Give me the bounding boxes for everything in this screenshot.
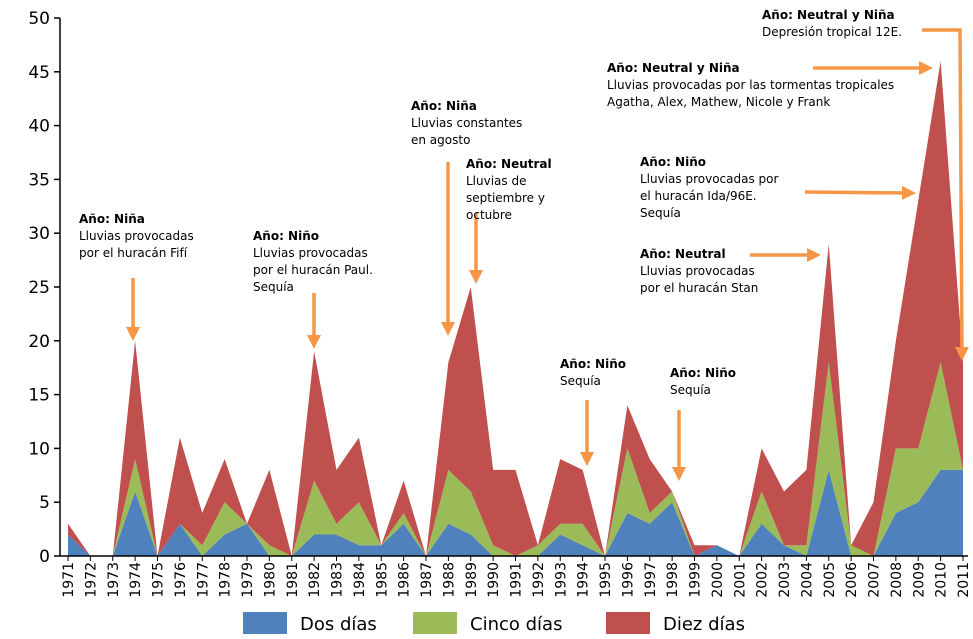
x-tick-label: 2001	[732, 562, 748, 598]
x-tick-label: 1993	[553, 562, 569, 598]
y-tick-label: 50	[28, 9, 50, 29]
annotation-text: Sequía	[253, 280, 294, 294]
legend-swatch	[606, 612, 650, 634]
x-tick-label: 1979	[240, 562, 256, 598]
x-tick-label: 1974	[128, 562, 144, 598]
annotation-title: Año: Niño	[640, 155, 706, 169]
legend-label: Cinco días	[470, 614, 562, 635]
x-tick-label: 1986	[397, 562, 413, 598]
annotation-text: Lluvias constantes	[411, 116, 522, 130]
y-tick-label: 10	[28, 439, 50, 459]
y-tick-label: 20	[28, 332, 50, 352]
y-tick-label: 45	[28, 63, 50, 83]
x-tick-label: 1989	[464, 562, 480, 598]
arrows	[126, 28, 969, 481]
legend-swatch	[413, 612, 457, 634]
x-tick-label: 1999	[688, 562, 704, 598]
annotation-title: Año: Niño	[670, 366, 736, 380]
x-tick-label: 1991	[509, 562, 525, 598]
legend-swatch	[243, 612, 287, 634]
legend-label: Diez días	[663, 614, 745, 635]
y-tick-label: 40	[28, 117, 50, 137]
x-tick-label: 1995	[598, 562, 614, 598]
x-tick-label: 2006	[844, 562, 860, 598]
annotation-title: Año: Niña	[79, 212, 145, 226]
annotation-title: Año: Neutral	[466, 157, 552, 171]
x-tick-label: 1990	[486, 562, 502, 598]
x-tick-label: 1981	[285, 562, 301, 598]
annotation-text: Lluvias provocadas	[640, 264, 755, 278]
x-tick-label: 1984	[352, 562, 368, 598]
x-tick-label: 1992	[531, 562, 547, 598]
x-tick-label: 1998	[665, 562, 681, 598]
x-tick-label: 1997	[643, 562, 659, 598]
annotation-text: Agatha, Alex, Mathew, Nicole y Frank	[607, 95, 830, 109]
x-tick-label: 2011	[956, 562, 972, 598]
x-tick-label: 2000	[710, 562, 726, 598]
annotation-text: octubre	[466, 208, 512, 222]
area	[68, 61, 963, 556]
annotation-title: Año: Neutral y Niña	[607, 61, 740, 75]
x-tick-label: 1988	[441, 562, 457, 598]
y-tick-label: 15	[28, 386, 50, 406]
annotation-text: Lluvias de	[466, 174, 526, 188]
x-tick-label: 2002	[755, 562, 771, 598]
annotation-text: en agosto	[411, 133, 470, 147]
annotation-text: Sequía	[640, 206, 681, 220]
x-tick-label: 1978	[218, 562, 234, 598]
x-tick-label: 1975	[151, 562, 167, 598]
x-tick-label: 1994	[576, 562, 592, 598]
x-tick-label: 1973	[106, 562, 122, 598]
annotation-text: Lluvias provocadas	[253, 246, 368, 260]
annotation-title: Año: Neutral y Niña	[762, 8, 895, 22]
x-tick-label: 2008	[889, 562, 905, 598]
x-tick-label: 2007	[867, 562, 883, 598]
y-tick-label: 35	[28, 170, 50, 190]
x-tick-label: 1982	[307, 562, 323, 598]
x-tick-label: 1971	[61, 562, 77, 598]
x-tick-label: 2005	[822, 562, 838, 598]
x-tick-label: 2004	[799, 562, 815, 598]
y-tick-label: 30	[28, 224, 50, 244]
annotation-title: Año: Neutral	[640, 247, 726, 261]
annotation-text: Lluvias provocadas por	[640, 172, 779, 186]
x-tick-label: 2003	[777, 562, 793, 598]
annotation-text: Lluvias provocadas	[79, 229, 194, 243]
y-tick-label: 25	[28, 278, 50, 298]
x-tick-label: 1977	[195, 562, 211, 598]
x-tick-label: 1983	[330, 562, 346, 598]
x-tick-label: 1985	[374, 562, 390, 598]
y-tick-label: 5	[39, 493, 50, 513]
annotation-text: Sequía	[560, 374, 601, 388]
annotation-title: Año: Niña	[411, 99, 477, 113]
x-tick-label: 2010	[934, 562, 950, 598]
annotation-title: Año: Niño	[560, 357, 626, 371]
annotation-title: Año: Niño	[253, 229, 319, 243]
annotation-text: por el huracán Stan	[640, 281, 758, 295]
x-tick-label: 1972	[83, 562, 99, 598]
x-tick-label: 1996	[620, 562, 636, 598]
x-tick-label: 1980	[262, 562, 278, 598]
x-tick-label: 1976	[173, 562, 189, 598]
annotation-text: Sequía	[670, 383, 711, 397]
x-tick-label: 2009	[911, 562, 927, 598]
annotation-text: Lluvias provocadas por las tormentas tro…	[607, 78, 894, 92]
legend-label: Dos días	[300, 614, 377, 635]
y-tick-label: 0	[39, 547, 50, 567]
annotation-text: Depresión tropical 12E.	[762, 25, 902, 39]
annotation-text: el huracán Ida/96E.	[640, 189, 757, 203]
annotation-text: septiembre y	[466, 191, 545, 205]
annotation-text: por el huracán Paul.	[253, 263, 373, 277]
x-tick-label: 1987	[419, 562, 435, 598]
annotation-text: por el huracán Fifí	[79, 246, 188, 260]
